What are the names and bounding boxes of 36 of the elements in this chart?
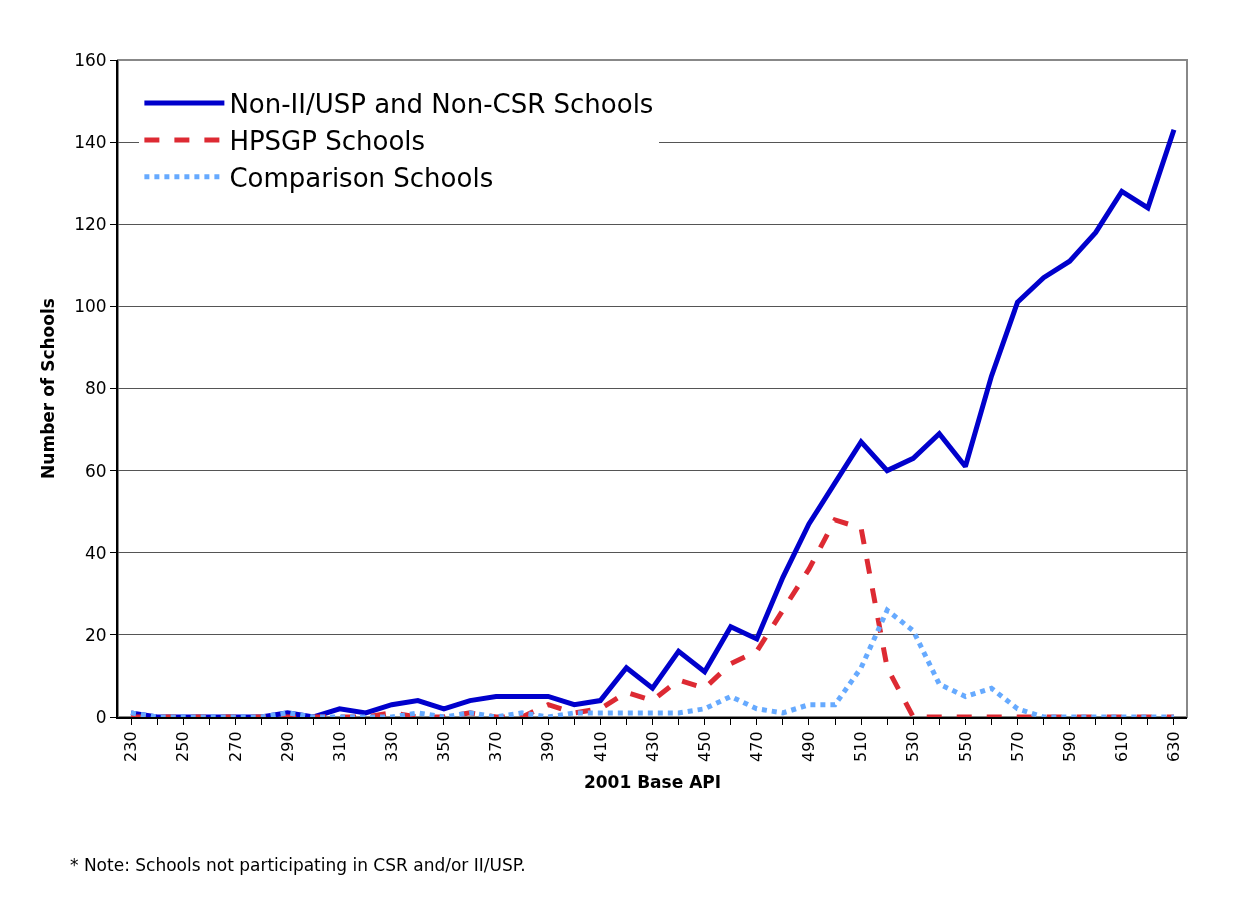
x-tick-label: 510 [851,731,871,762]
x-axis-title: 2001 Base API [583,771,722,792]
x-tick-label: 450 [694,731,714,762]
y-tick-label: 40 [84,542,107,563]
x-tick-label: 290 [277,731,297,762]
x-tick-label: 570 [1007,731,1027,762]
legend-label: HPSGP Schools [229,126,426,157]
y-axis-title: Number of Schools [38,298,59,479]
x-tick-label: 490 [799,731,819,762]
y-tick-label: 0 [95,706,107,727]
x-tick-label: 530 [903,731,923,762]
x-tick-label: 350 [434,731,454,762]
y-tick-label: 140 [74,132,107,153]
x-tick-label: 610 [1112,731,1132,762]
x-tick-label: 230 [121,731,141,762]
y-tick-label: 20 [84,624,107,645]
x-tick-label: 410 [590,731,610,762]
legend-label: Non-II/USP and Non-CSR Schools [229,89,654,120]
x-tick-label: 270 [225,731,245,762]
y-tick-label: 80 [84,378,107,399]
x-tick-label: 550 [955,731,975,762]
x-tick-label: 390 [538,731,558,762]
legend-label: Comparison Schools [229,162,494,193]
x-tick-label: 310 [329,731,349,762]
x-tick-label: 370 [486,731,506,762]
x-tick-label: 250 [173,731,193,762]
x-tick-label: 330 [381,731,401,762]
x-tick-label: 590 [1059,731,1079,762]
x-tick-label: 430 [642,731,662,762]
x-tick-label: 470 [746,731,766,762]
y-tick-label: 60 [84,460,107,481]
text: * Note: Schools not participating in CSR and/or II/USP. [70,855,526,875]
x-tick-label: 630 [1164,731,1184,762]
y-tick-label: 160 [74,49,107,70]
y-tick-label: 100 [74,296,107,317]
y-tick-label: 120 [74,214,107,235]
